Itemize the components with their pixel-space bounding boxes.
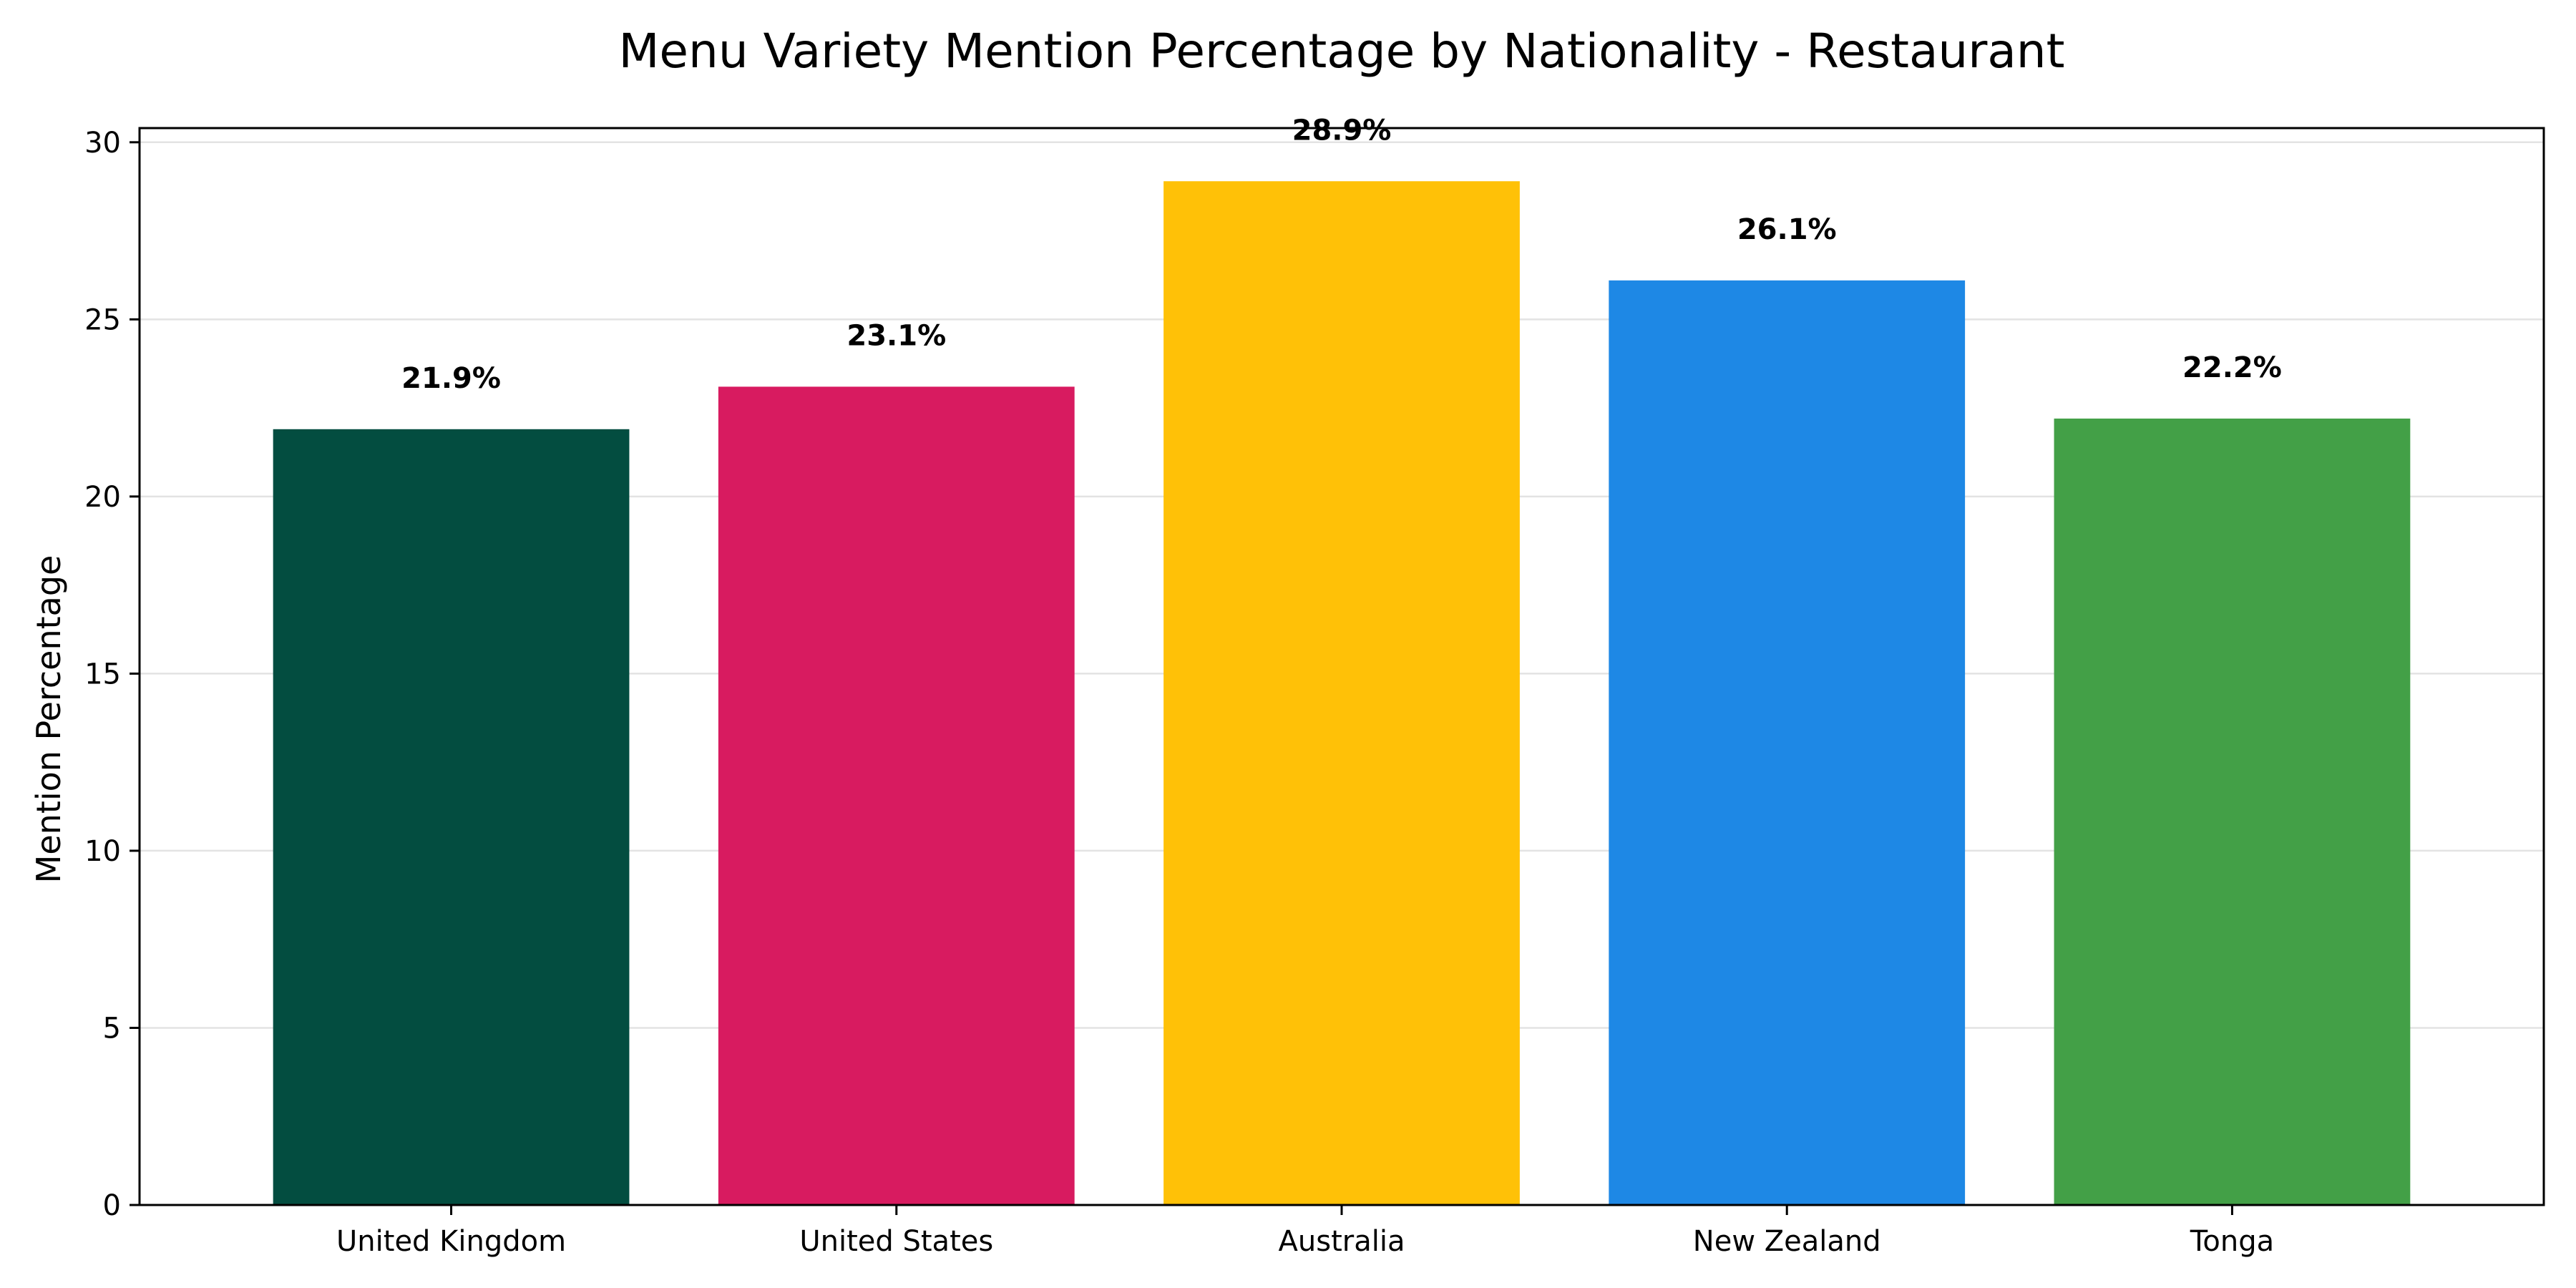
bar-value-label: 26.1% (1737, 213, 1837, 246)
bar (1163, 181, 1520, 1205)
x-axis-ticks: United Kingdom United States Australia New … (336, 1205, 2274, 1258)
y-tick-label: 20 (84, 481, 121, 514)
bar-value-label: 28.9% (1292, 114, 1392, 147)
y-tick-label: 5 (103, 1012, 121, 1045)
x-tick-label: Australia (1279, 1225, 1405, 1258)
bar (273, 429, 630, 1205)
bars (273, 181, 2411, 1206)
bar-value-label: 21.9% (401, 362, 501, 395)
x-tick-label: Tonga (2190, 1225, 2274, 1258)
y-tick-label: 0 (103, 1189, 121, 1222)
chart-title: Menu Variety Mention Percentage by Natio… (618, 24, 2064, 79)
y-tick-label: 15 (84, 658, 121, 691)
bar (1609, 280, 1966, 1205)
bar-value-label: 23.1% (847, 319, 946, 352)
y-tick-label: 30 (84, 127, 121, 160)
y-tick-label: 25 (84, 303, 121, 336)
bar (718, 386, 1075, 1206)
bar-value-labels: 21.9% 23.1% 28.9% 26.1% 22.2% (401, 114, 2282, 395)
bar (2054, 418, 2411, 1206)
x-tick-label: New Zealand (1693, 1225, 1881, 1258)
bar-value-label: 22.2% (2182, 351, 2282, 384)
x-tick-label: United Kingdom (336, 1225, 566, 1258)
y-tick-label: 10 (84, 835, 121, 868)
y-axis-label: Mention Percentage (29, 555, 68, 884)
x-tick-label: United States (799, 1225, 993, 1258)
y-axis-ticks: 0 5 10 15 20 25 30 (84, 127, 140, 1222)
